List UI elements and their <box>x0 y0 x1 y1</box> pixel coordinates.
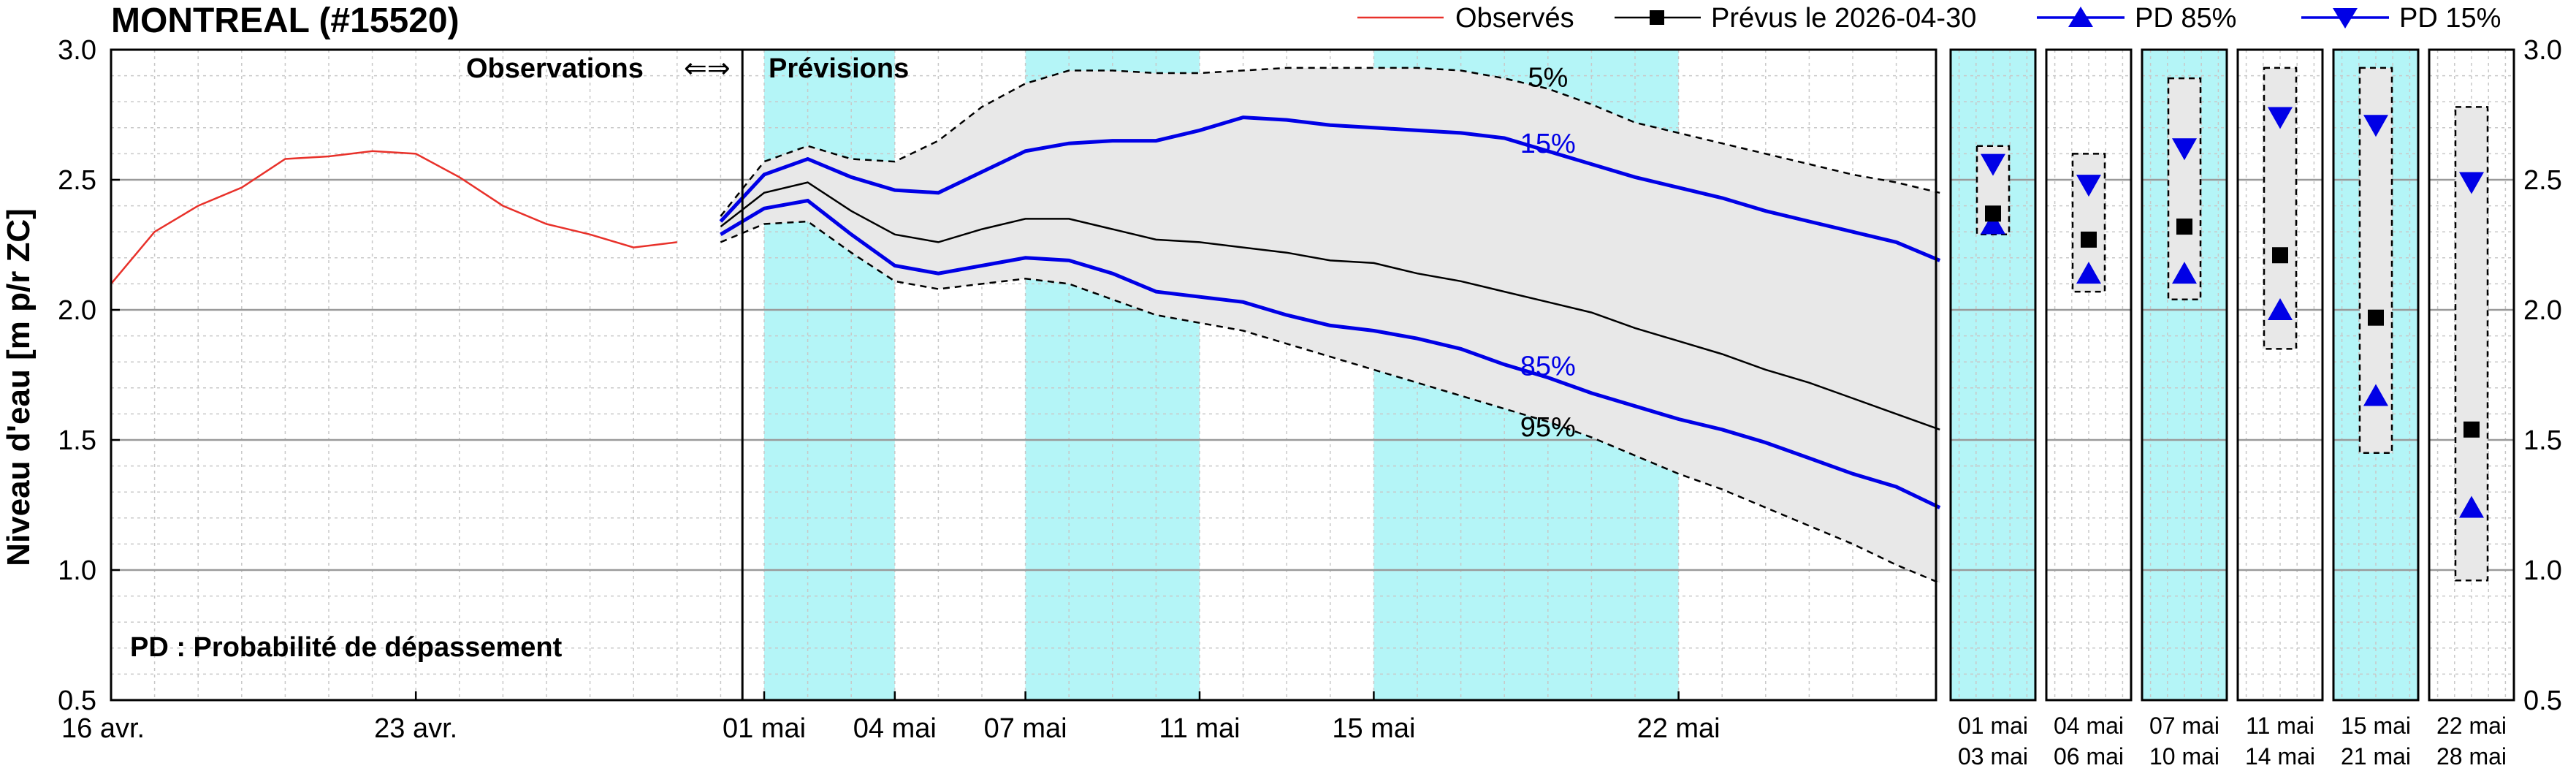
panel-label-bottom: 21 mai <box>2341 743 2411 770</box>
x-tick-label: 04 mai <box>853 713 937 744</box>
panel-pd15-marker <box>1981 153 2005 176</box>
panel-frame <box>2428 48 2515 702</box>
panel-label-bottom: 28 mai <box>2436 743 2507 770</box>
right-y-tick-label: 3.0 <box>2523 35 2562 66</box>
axes: 0.5 1.0 1.5 2.0 2.5 3.0 16 avr. 23 avr. 01 mai 04… <box>58 35 2562 744</box>
panel-label-bottom: 06 mai <box>2054 743 2124 770</box>
x-tick-label: 11 mai <box>1159 713 1240 744</box>
panel-pd85-marker <box>2459 495 2484 518</box>
right-y-tick-label: 2.0 <box>2523 295 2562 326</box>
weekly-panel-2: 04 mai 06 mai <box>2045 48 2133 770</box>
label-p95: 95% <box>1520 412 1576 443</box>
pd15-line <box>719 115 1941 262</box>
panel-forecast-marker <box>2463 421 2480 438</box>
panel-pd85-marker <box>2268 298 2293 320</box>
panel-forecast-marker <box>1985 205 2001 222</box>
panel-pd15-marker <box>2076 175 2101 197</box>
weekly-panel-3: 07 mai 10 mai <box>2141 48 2228 770</box>
panel-pd85-marker <box>1981 212 2005 235</box>
panel-label-top: 11 mai <box>2246 713 2314 739</box>
panel-forecast-marker <box>2272 247 2288 264</box>
panel-frame <box>2141 48 2228 702</box>
x-tick-label: 07 mai <box>984 713 1067 744</box>
legend: Observés Prévus le 2026-04-30 PD 85% PD 15% <box>1357 3 2501 34</box>
chart-title: MONTREAL (#15520) <box>111 1 460 40</box>
label-pd85: 85% <box>1520 352 1576 382</box>
weekly-panels: 01 mai 03 mai 04 mai 06 mai 07 mai 10 mai 11 m… <box>1949 48 2515 770</box>
observed-line <box>110 150 677 285</box>
annotation-previsions: Prévisions <box>769 53 909 84</box>
forecast-line <box>720 181 1940 430</box>
weekly-panel-5: 15 mai 21 mai <box>2332 48 2420 770</box>
y-axis-title: Niveau d'eau [m p/r ZC] <box>1 208 37 566</box>
label-p5: 5% <box>1528 62 1568 93</box>
main-plot-frame <box>110 48 1937 702</box>
weekly-panel-1: 01 mai 03 mai <box>1949 48 2037 770</box>
panel-pd15-marker <box>2268 107 2293 129</box>
legend-pd85-marker <box>2068 7 2093 27</box>
weekly-panel-6: 22 mai 28 mai <box>2428 48 2515 770</box>
panel-label-top: 22 mai <box>2436 713 2507 739</box>
panel-pd15-marker <box>2172 138 2197 161</box>
right-y-tick-label: 0.5 <box>2523 685 2562 716</box>
right-y-tick-label: 1.5 <box>2523 425 2562 456</box>
label-pd15: 15% <box>1520 129 1576 159</box>
legend-forecast-label: Prévus le 2026-04-30 <box>1711 3 1976 34</box>
panel-forecast-marker <box>2081 231 2097 248</box>
x-tick-label: 23 avr. <box>374 713 457 744</box>
panel-label-top: 07 mai <box>2149 713 2219 739</box>
y-tick-label: 1.0 <box>58 555 96 586</box>
x-tick-label: 01 mai <box>723 713 806 744</box>
panel-pd15-marker <box>2363 115 2388 137</box>
panel-forecast-marker <box>2176 219 2192 235</box>
series: 5% 15% 85% 95% Observations ⇐⇒ Prévisions PD : … <box>110 50 1941 700</box>
panel-pd85-marker <box>2363 384 2388 406</box>
panel-label-bottom: 10 mai <box>2149 743 2219 770</box>
panel-pd85-marker <box>2172 262 2197 284</box>
legend-pd85-label: PD 85% <box>2135 3 2236 34</box>
y-tick-label: 2.5 <box>58 165 96 196</box>
panel-label-top: 04 mai <box>2054 713 2124 739</box>
y-tick-label: 1.5 <box>58 425 96 456</box>
p95-line <box>720 220 1940 584</box>
right-y-tick-label: 2.5 <box>2523 165 2562 196</box>
weekly-panel-4: 11 mai 14 mai <box>2236 48 2324 770</box>
pd85-line <box>720 198 1941 509</box>
panel-pd85-marker <box>2076 262 2101 284</box>
panel-label-top: 15 mai <box>2341 713 2411 739</box>
panel-pd15-marker <box>2459 172 2484 194</box>
y-tick-label: 3.0 <box>58 35 96 66</box>
annotation-pd-note: PD : Probabilité de dépassement <box>130 632 563 663</box>
legend-observed-label: Observés <box>1455 3 1574 34</box>
y-tick-label: 0.5 <box>58 685 96 716</box>
legend-pd15-label: PD 15% <box>2399 3 2501 34</box>
panel-label-top: 01 mai <box>1958 713 2028 739</box>
right-y-tick-label: 1.0 <box>2523 555 2562 586</box>
annotation-arrows: ⇐⇒ <box>684 53 731 84</box>
highlight-band-1 <box>764 50 895 700</box>
y-tick-label: 2.0 <box>58 295 96 326</box>
panel-frame <box>2332 48 2420 702</box>
x-tick-label: 22 mai <box>1637 713 1720 744</box>
panel-frame <box>1949 48 2037 702</box>
x-tick-label: 15 mai <box>1332 713 1415 744</box>
panel-forecast-marker <box>2368 309 2384 326</box>
x-tick-label: 16 avr. <box>61 713 145 744</box>
p5-line <box>720 67 1940 217</box>
panel-label-bottom: 03 mai <box>1958 743 2028 770</box>
panel-label-bottom: 14 mai <box>2245 743 2315 770</box>
annotation-observations: Observations <box>466 53 644 84</box>
legend-forecast-marker <box>1650 10 1664 25</box>
legend-pd15-marker <box>2333 8 2358 29</box>
panel-frame <box>2045 48 2133 702</box>
panel-frame <box>2236 48 2324 702</box>
